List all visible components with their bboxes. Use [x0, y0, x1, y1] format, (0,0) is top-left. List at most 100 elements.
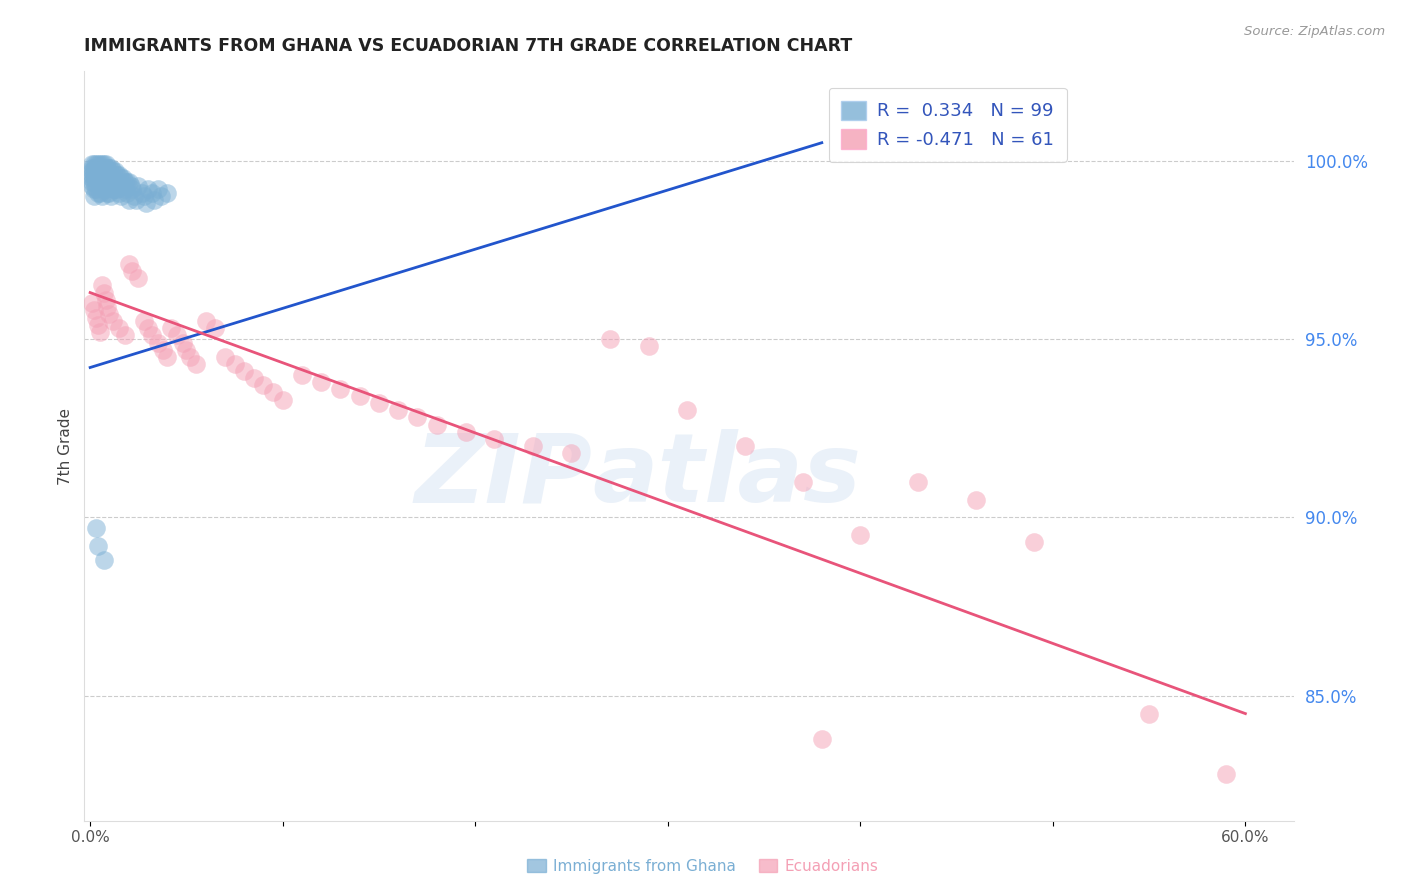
Point	[100, 178, 122, 193]
Point	[115, 175, 138, 189]
Point	[117, 175, 139, 189]
Point	[104, 175, 127, 189]
Point	[89, 168, 111, 182]
Point	[152, 343, 174, 357]
Point	[90, 161, 112, 175]
Point	[98, 161, 121, 175]
Point	[214, 350, 236, 364]
Point	[131, 186, 153, 200]
Point	[87, 186, 110, 200]
Point	[84, 521, 107, 535]
Point	[734, 439, 756, 453]
Point	[132, 314, 155, 328]
Point	[121, 182, 143, 196]
Point	[454, 425, 477, 439]
Point	[84, 182, 107, 196]
Point	[94, 182, 117, 196]
Point	[349, 389, 371, 403]
Point	[810, 731, 832, 746]
Point	[105, 182, 128, 196]
Point	[387, 403, 409, 417]
Point	[1215, 767, 1237, 781]
Point	[252, 378, 274, 392]
Point	[243, 371, 266, 385]
Point	[110, 189, 132, 203]
Point	[156, 350, 179, 364]
Point	[599, 332, 621, 346]
Point	[110, 171, 132, 186]
Y-axis label: 7th Grade: 7th Grade	[58, 408, 73, 484]
Text: IMMIGRANTS FROM GHANA VS ECUADORIAN 7TH GRADE CORRELATION CHART: IMMIGRANTS FROM GHANA VS ECUADORIAN 7TH …	[84, 37, 852, 54]
Point	[676, 403, 699, 417]
Point	[96, 175, 118, 189]
Point	[127, 271, 149, 285]
Point	[84, 157, 107, 171]
Point	[142, 193, 165, 207]
Point	[146, 335, 169, 350]
Point	[262, 385, 284, 400]
Point	[87, 539, 110, 553]
Point	[110, 178, 132, 193]
Point	[89, 186, 111, 200]
Point	[90, 171, 112, 186]
Point	[156, 186, 179, 200]
Point	[90, 189, 112, 203]
Point	[93, 157, 115, 171]
Point	[94, 164, 117, 178]
Point	[80, 178, 103, 193]
Point	[83, 171, 105, 186]
Point	[83, 164, 105, 178]
Point	[90, 278, 112, 293]
Point	[94, 175, 117, 189]
Point	[111, 178, 134, 193]
Point	[80, 157, 103, 171]
Point	[98, 186, 121, 200]
Point	[136, 182, 159, 196]
Text: Source: ZipAtlas.com: Source: ZipAtlas.com	[1244, 25, 1385, 38]
Point	[87, 157, 110, 171]
Point	[93, 285, 115, 300]
Point	[105, 175, 128, 189]
Point	[100, 171, 122, 186]
Point	[792, 475, 814, 489]
Point	[114, 182, 136, 196]
Point	[224, 357, 246, 371]
Point	[117, 193, 139, 207]
Point	[98, 307, 121, 321]
Point	[80, 175, 103, 189]
Point	[98, 168, 121, 182]
Point	[103, 314, 125, 328]
Point	[80, 296, 103, 310]
Point	[83, 161, 105, 175]
Point	[93, 171, 115, 186]
Point	[89, 325, 111, 339]
Point	[83, 175, 105, 189]
Point	[179, 350, 201, 364]
Point	[104, 164, 127, 178]
Point	[83, 168, 105, 182]
Point	[90, 157, 112, 171]
Text: atlas: atlas	[592, 429, 862, 523]
Point	[108, 321, 131, 335]
Point	[93, 553, 115, 567]
Point	[637, 339, 659, 353]
Point	[111, 171, 134, 186]
Point	[125, 193, 148, 207]
Point	[368, 396, 391, 410]
Point	[141, 186, 163, 200]
Point	[271, 392, 294, 407]
Point	[204, 321, 226, 335]
Point	[87, 164, 110, 178]
Point	[80, 171, 103, 186]
Point	[103, 164, 125, 178]
Point	[93, 182, 115, 196]
Point	[96, 161, 118, 175]
Point	[194, 314, 217, 328]
Point	[103, 182, 125, 196]
Point	[100, 189, 122, 203]
Point	[849, 528, 872, 542]
Point	[94, 293, 117, 307]
Point	[84, 164, 107, 178]
Point	[166, 328, 188, 343]
Point	[114, 175, 136, 189]
